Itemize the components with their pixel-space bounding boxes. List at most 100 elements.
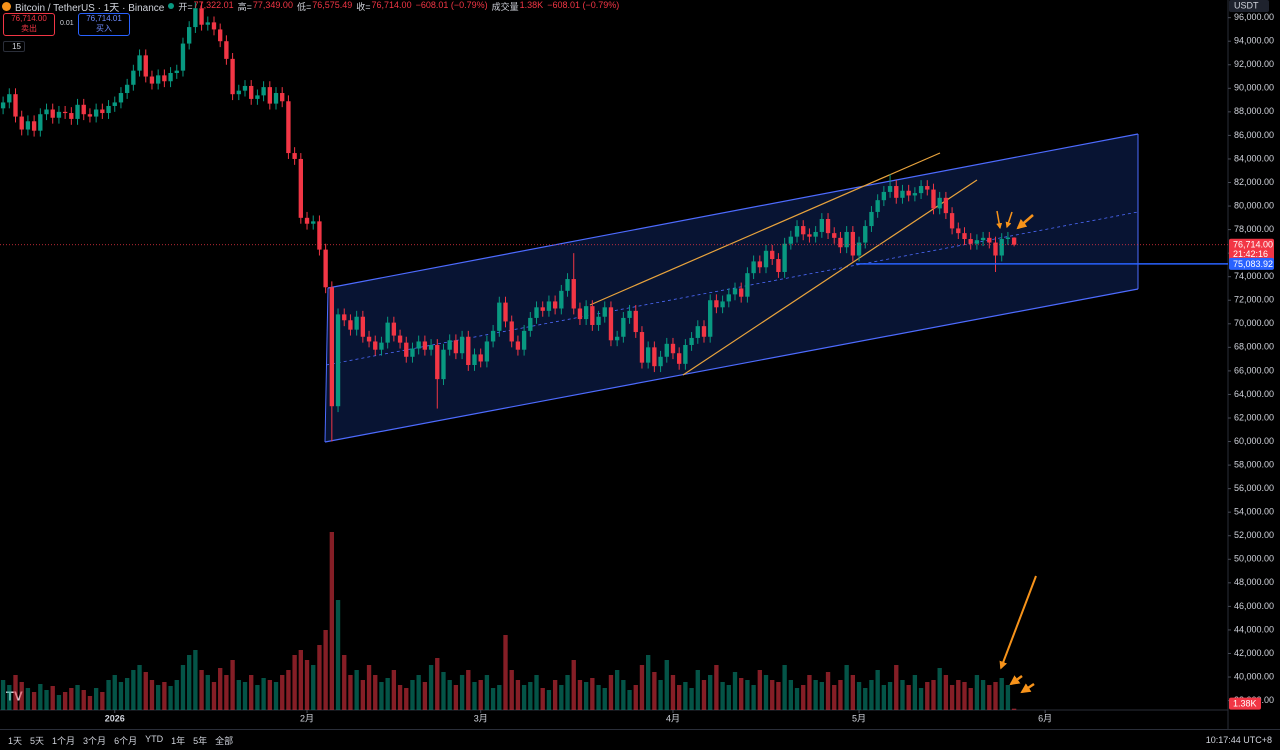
volume-bar xyxy=(261,678,266,710)
sell-label[interactable]: 卖出 xyxy=(21,24,37,33)
range-button[interactable]: 3个月 xyxy=(83,735,107,746)
candle-body xyxy=(162,75,167,82)
buy-label[interactable]: 买入 xyxy=(96,24,112,33)
volume-bar xyxy=(993,682,998,710)
candle-body xyxy=(869,211,874,227)
candle-body xyxy=(459,336,465,354)
volume-bar xyxy=(807,675,812,710)
candle-body xyxy=(354,316,359,330)
volume-bar xyxy=(999,678,1004,710)
candle-body xyxy=(1005,237,1011,240)
candle-body xyxy=(187,27,192,44)
channel-fill xyxy=(325,134,1138,442)
volume-bar xyxy=(441,672,446,710)
volume-bar xyxy=(459,675,465,710)
candle-body xyxy=(391,322,397,336)
candle-body xyxy=(261,87,266,96)
volume-bar xyxy=(956,680,961,710)
volume-bar xyxy=(856,682,862,710)
volume-bar xyxy=(900,680,905,710)
stat-label: 低= xyxy=(296,1,312,12)
candle-body xyxy=(366,336,372,342)
candle-body xyxy=(137,55,142,71)
candle-body xyxy=(949,213,955,229)
volume-bar xyxy=(652,672,657,710)
volume-bar xyxy=(249,675,254,710)
interval-badge[interactable]: 15 xyxy=(3,41,25,52)
range-button[interactable]: 6个月 xyxy=(114,735,138,746)
range-button[interactable]: 全部 xyxy=(215,735,234,746)
volume-bar xyxy=(87,696,93,710)
volume-bar xyxy=(552,680,558,710)
volume-bar xyxy=(844,665,849,710)
currency-badge[interactable] xyxy=(1229,0,1269,12)
volume-bar xyxy=(348,675,353,710)
volume-bar xyxy=(397,685,403,710)
buy-button[interactable]: 76,714.01 买入 xyxy=(78,13,130,36)
candle-body xyxy=(528,317,533,331)
volume-bar xyxy=(155,685,161,710)
volume-bar xyxy=(447,680,452,710)
y-tick-label: 86,000.00 xyxy=(1234,130,1274,140)
candle-body xyxy=(224,41,229,59)
volume-bar xyxy=(565,675,570,710)
volume-bars xyxy=(0,532,1017,710)
candle-body xyxy=(937,197,942,209)
volume-bar xyxy=(478,680,483,710)
candle-body xyxy=(199,8,204,25)
candle-body xyxy=(503,302,508,322)
candle-body xyxy=(397,335,403,343)
candle-body xyxy=(422,341,428,350)
volume-bar xyxy=(211,682,217,710)
candle-body xyxy=(677,353,682,364)
range-button[interactable]: 1天 xyxy=(8,735,23,746)
currency[interactable]: USDT xyxy=(1234,0,1259,10)
range-button[interactable]: YTD xyxy=(145,733,164,744)
volume-bar xyxy=(472,682,477,710)
candle-body xyxy=(652,347,657,367)
volume-bar xyxy=(0,680,6,710)
candle-body xyxy=(695,326,700,338)
volume-bar xyxy=(428,665,434,710)
volume-label: 1.38K xyxy=(1233,698,1257,708)
sell-button[interactable]: 76,714.00 卖出 xyxy=(3,13,55,36)
candle-body xyxy=(342,314,347,321)
last-price-tag xyxy=(1229,238,1274,261)
candle-body xyxy=(236,90,241,95)
buy-price[interactable]: 76,714.01 xyxy=(86,14,122,23)
candle-body xyxy=(255,95,260,99)
volume-bar xyxy=(360,680,366,710)
volume-bar xyxy=(788,680,793,710)
volume-tag xyxy=(1229,697,1261,710)
candle-body xyxy=(807,234,812,237)
candle-body xyxy=(44,109,49,115)
volume-bar xyxy=(776,682,781,710)
candle-body xyxy=(484,341,490,362)
volume-bar xyxy=(770,680,775,710)
volume-bar xyxy=(745,680,750,710)
arrow xyxy=(1005,211,1013,229)
candle-body xyxy=(106,105,111,114)
x-tick-label: 6月 xyxy=(1038,713,1052,723)
y-tick-label: 70,000.00 xyxy=(1234,318,1274,328)
volume-bar xyxy=(280,675,285,710)
y-tick-label: 46,000.00 xyxy=(1234,601,1274,611)
range-button[interactable]: 5天 xyxy=(30,735,45,746)
symbol[interactable]: Bitcoin / TetherUS · 1天 · Binance xyxy=(15,2,165,14)
volume-bar xyxy=(918,688,924,710)
range-button[interactable]: 1个月 xyxy=(52,735,76,746)
candle-body xyxy=(825,219,831,234)
sell-price[interactable]: 76,714.00 xyxy=(11,14,47,23)
candle-body xyxy=(298,158,303,218)
range-button[interactable]: 1年 xyxy=(171,735,186,746)
range-button[interactable]: 5年 xyxy=(193,735,208,746)
volume-bar xyxy=(106,680,111,710)
candle-body xyxy=(19,116,24,130)
coin-icon xyxy=(2,1,11,11)
volume-bar xyxy=(881,685,887,710)
candle-body xyxy=(571,279,576,309)
volume-bar xyxy=(13,675,18,710)
volume-bar xyxy=(304,660,310,710)
volume-bar xyxy=(645,655,651,710)
candle-body xyxy=(1011,237,1017,245)
